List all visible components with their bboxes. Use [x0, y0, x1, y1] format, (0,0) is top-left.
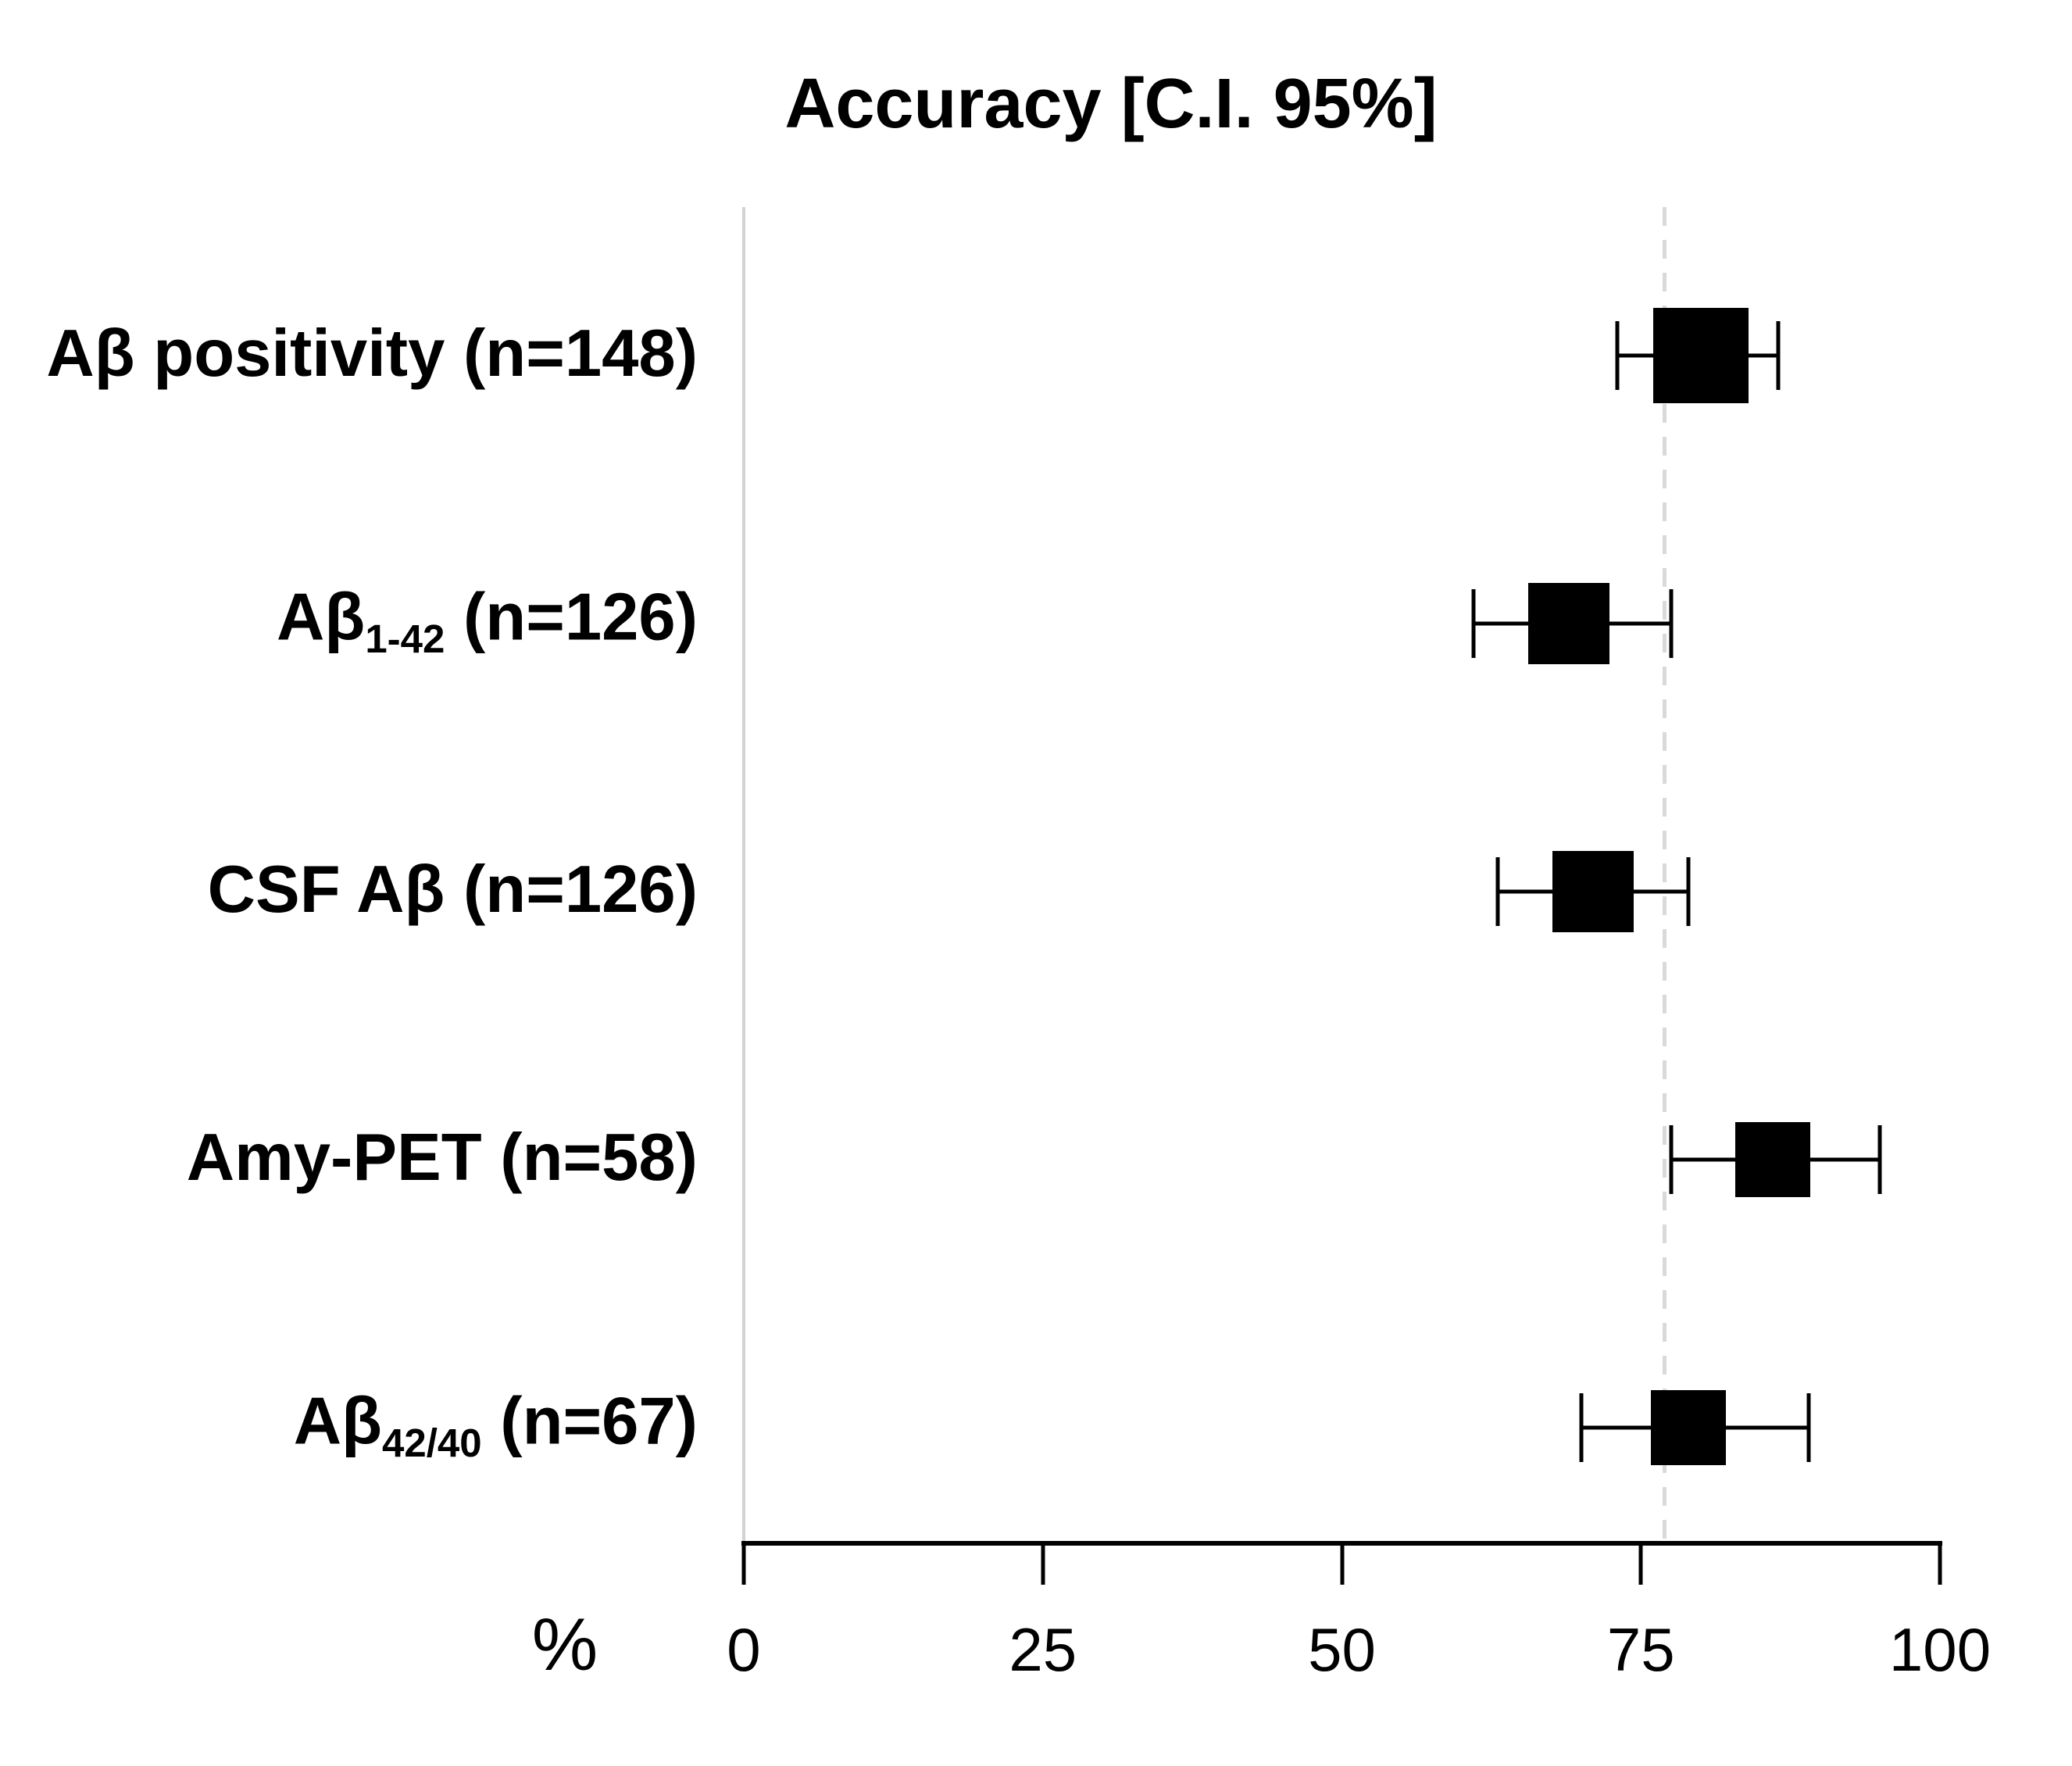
x-axis-tick [1638, 1546, 1643, 1585]
row-label: Aβ1-42 (n=126) [277, 580, 698, 661]
estimate-marker [1734, 1122, 1810, 1197]
chart-title: Accuracy [C.I. 95%] [784, 65, 1438, 143]
x-axis-tick [1938, 1546, 1942, 1585]
ci-cap-right [1686, 857, 1691, 926]
x-axis-tick-label: 75 [1606, 1615, 1675, 1684]
estimate-marker [1652, 308, 1749, 403]
x-axis-tick-label: 0 [727, 1615, 761, 1684]
x-axis-tick-label: 50 [1308, 1615, 1376, 1684]
estimate-marker [1651, 1390, 1727, 1465]
ci-cap-left [1579, 1393, 1584, 1462]
ci-cap-left [1615, 321, 1620, 390]
ci-cap-left [1495, 857, 1500, 926]
left-spine [742, 207, 745, 1545]
ci-cap-right [1669, 589, 1674, 658]
x-axis-unit-label: % [531, 1603, 598, 1686]
x-axis-tick-label: 100 [1888, 1615, 1992, 1684]
ci-cap-right [1806, 1393, 1811, 1462]
x-axis-tick [1340, 1546, 1344, 1585]
x-axis-tick [741, 1546, 746, 1585]
ci-cap-left [1669, 1125, 1674, 1194]
ci-cap-left [1471, 589, 1476, 658]
row-label: Aβ positivity (n=148) [46, 316, 698, 391]
estimate-marker [1552, 851, 1634, 932]
row-label: CSF Aβ (n=126) [207, 852, 698, 927]
ci-cap-right [1877, 1125, 1882, 1194]
ci-cap-right [1776, 321, 1781, 390]
estimate-marker [1528, 583, 1610, 664]
x-axis-tick [1041, 1546, 1045, 1585]
reference-line [1663, 207, 1667, 1541]
row-label: Aβ42/40 (n=67) [293, 1384, 698, 1465]
x-axis-line [741, 1541, 1942, 1546]
x-axis-tick-label: 25 [1009, 1615, 1077, 1684]
row-label: Amy-PET (n=58) [186, 1120, 698, 1195]
